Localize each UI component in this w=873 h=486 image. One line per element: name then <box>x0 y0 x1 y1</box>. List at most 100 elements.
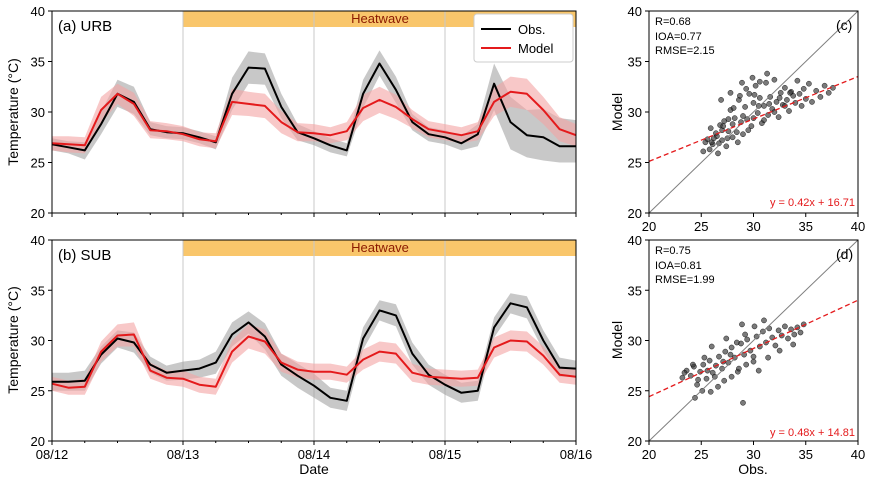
scatter-point <box>772 342 779 349</box>
scatter-point <box>786 108 792 114</box>
scatter-point <box>751 92 758 98</box>
y-tick-label: 25 <box>628 156 642 171</box>
panel-b-y-ticks: 20 25 30 35 40 <box>31 233 52 449</box>
scatter-point <box>722 348 729 355</box>
y-tick-label: 20 <box>31 434 45 449</box>
scatter-point <box>716 353 722 360</box>
x-tick-label: 25 <box>694 447 708 462</box>
scatter-point <box>730 105 737 111</box>
x-tick-label: 08/13 <box>167 447 200 462</box>
panel-b-x-axis-title: Date <box>299 461 329 477</box>
model-line <box>51 333 577 389</box>
scatter-point <box>785 335 791 342</box>
obs-line <box>52 302 577 402</box>
heatwave-band <box>183 240 576 256</box>
scatter-point <box>690 361 696 368</box>
scatter-point <box>707 125 714 131</box>
y-tick-label: 35 <box>628 55 642 70</box>
panel-b-sub-timeseries: Heatwave 20 25 30 35 40 08/12 08/13 08/14 08/15… <box>5 233 592 477</box>
fit-line <box>648 75 859 162</box>
scatter-point <box>699 387 706 394</box>
panel-d-stat-r: R=0.75 <box>655 245 691 257</box>
panel-a-x-ticks <box>51 213 577 217</box>
scatter-point <box>700 148 707 155</box>
scatter-point <box>735 139 741 146</box>
panel-c-label: (c) <box>836 17 852 33</box>
y-tick-label: 40 <box>31 4 45 19</box>
panel-d-fit-equation: y = 0.48x + 14.81 <box>770 427 855 439</box>
scatter-point <box>750 100 757 106</box>
scatter-point <box>750 353 757 360</box>
scatter-point <box>706 357 713 364</box>
scatter-point <box>723 143 730 150</box>
scatter-point <box>715 383 721 390</box>
scatter-point <box>767 94 774 100</box>
panel-c-stat-ioa: IOA=0.77 <box>655 31 702 43</box>
scatter-point <box>790 341 797 348</box>
scatter-point <box>753 333 760 340</box>
scatter-point <box>788 326 794 333</box>
y-tick-label: 20 <box>628 434 642 449</box>
panel-c-y-axis-title: Model <box>609 93 625 131</box>
scatter-point <box>695 376 701 383</box>
panel-d-x-ticks: 20 25 30 35 40 <box>642 441 865 462</box>
scatter-point <box>708 343 715 350</box>
scatter-point <box>791 331 798 338</box>
scatter-point <box>761 117 767 123</box>
scatter-point <box>723 335 730 342</box>
one-to-one-line <box>648 10 859 214</box>
scatter-point <box>766 101 773 107</box>
x-tick-label: 20 <box>642 447 656 462</box>
panel-b-grid <box>182 240 446 441</box>
panel-d-x-axis-title: Obs. <box>738 461 768 477</box>
scatter-point <box>796 91 803 97</box>
scatter-point <box>740 399 746 406</box>
x-tick-label: 35 <box>799 219 813 234</box>
scatter-point <box>702 139 709 146</box>
scatter-point <box>741 351 747 358</box>
scatter-point <box>777 90 784 96</box>
scatter-point <box>740 113 746 119</box>
scatter-point <box>755 367 762 374</box>
x-tick-label: 08/12 <box>36 447 69 462</box>
scatter-point <box>715 150 721 157</box>
panel-a-y-ticks: 20 25 30 35 40 <box>31 4 52 221</box>
y-tick-label: 30 <box>628 105 642 120</box>
x-tick-label: 08/16 <box>560 447 593 462</box>
scatter-point <box>728 373 735 380</box>
scatter-point <box>727 90 734 96</box>
scatter-point <box>750 358 757 365</box>
y-tick-label: 35 <box>628 283 642 298</box>
y-tick-label: 25 <box>628 384 642 399</box>
panel-b-y-axis-title: Temperature (°C) <box>5 286 21 394</box>
heatwave-label: Heatwave <box>351 240 409 255</box>
scatter-point <box>706 146 713 153</box>
scatter-point <box>707 388 714 395</box>
scatter-point <box>694 381 700 388</box>
scatter-point <box>743 361 750 368</box>
legend-obs-label: Obs. <box>518 22 545 37</box>
y-tick-label: 40 <box>628 233 642 248</box>
scatter-point <box>727 351 734 358</box>
scatter-point <box>728 344 735 351</box>
x-tick-label: 08/14 <box>298 447 331 462</box>
panel-c-y-ticks: 20 25 30 35 40 <box>628 4 649 221</box>
panel-c-stat-r: R=0.68 <box>655 16 691 28</box>
scatter-point <box>782 323 788 330</box>
scatter-point <box>731 354 738 361</box>
scatter-point <box>794 77 801 84</box>
panel-c-fit-equation: y = 0.42x + 16.71 <box>770 197 855 209</box>
panel-b-label: (b) SUB <box>58 247 111 264</box>
scatter-point <box>712 373 718 380</box>
x-tick-label: 08/15 <box>429 447 462 462</box>
y-tick-label: 20 <box>31 206 45 221</box>
scatter-point <box>724 135 731 142</box>
x-tick-label: 40 <box>851 219 865 234</box>
panel-d-points <box>679 317 807 406</box>
panel-d-y-axis-title: Model <box>609 321 625 359</box>
panel-c-x-ticks: 20 25 30 35 40 <box>642 213 865 234</box>
scatter-point <box>752 82 759 89</box>
y-tick-label: 40 <box>31 233 45 248</box>
